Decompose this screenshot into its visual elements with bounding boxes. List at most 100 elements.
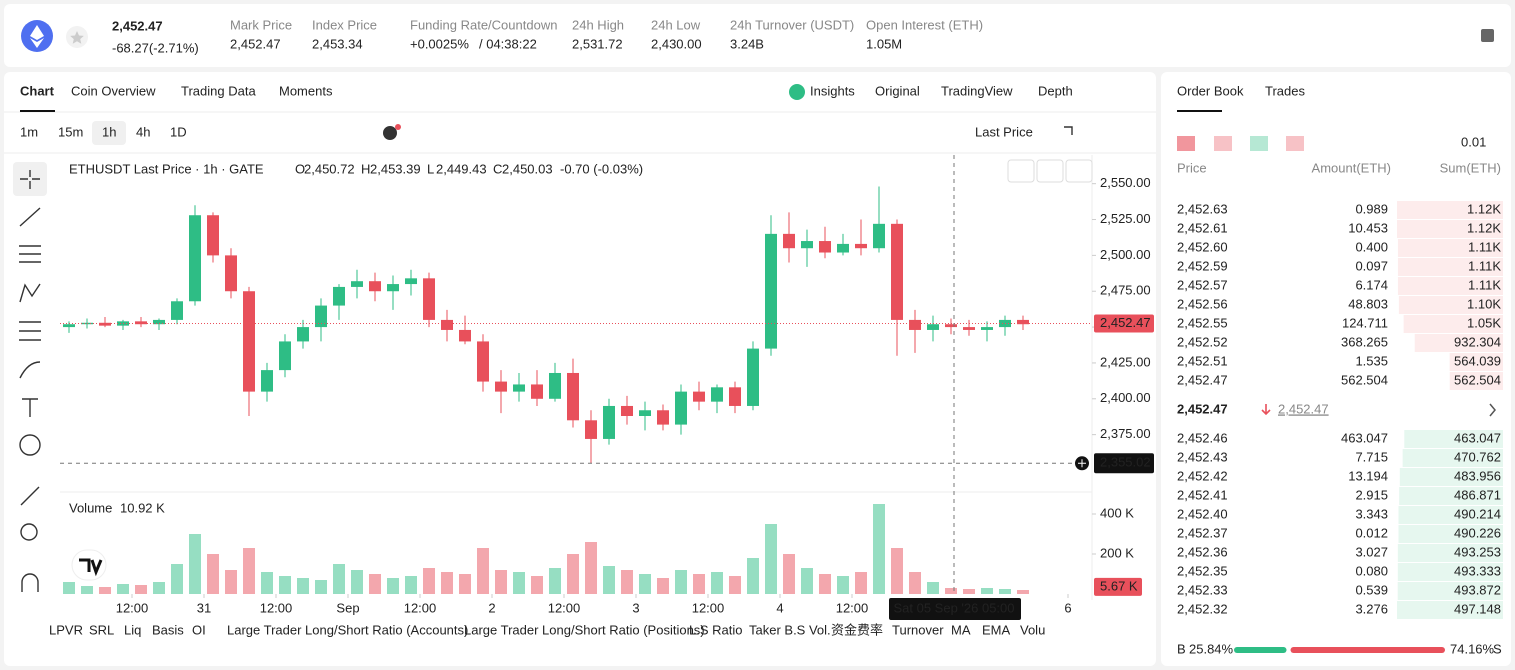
indicator-tab[interactable]: Liq (124, 622, 141, 637)
position-tool[interactable] (19, 321, 41, 341)
ohlc-value: 2,453.39 (370, 161, 421, 176)
price-type-select[interactable]: Last Price (975, 124, 1033, 139)
column-header: Price (1177, 160, 1207, 175)
volume-bar (639, 574, 651, 594)
volume-bar (675, 570, 687, 594)
view-tab[interactable]: Original (875, 83, 920, 98)
order-price: 2,452.36 (1177, 544, 1228, 559)
stat-value: 2,453.34 (312, 36, 363, 51)
precision-select[interactable]: 0.01 (1461, 134, 1486, 149)
indicator-tab[interactable]: Volu (1020, 622, 1045, 637)
indicator-tab[interactable]: Turnover (892, 622, 944, 637)
candle-body (423, 278, 435, 320)
volume-bar (585, 542, 597, 594)
stat-label: Open Interest (ETH) (866, 17, 983, 32)
indicator-tab[interactable]: EMA (982, 622, 1011, 637)
tab[interactable]: Coin Overview (71, 83, 156, 98)
book-mode[interactable] (1250, 136, 1268, 151)
volume-bar (81, 586, 93, 594)
crosshair-tool[interactable] (20, 170, 40, 189)
order-sum: 490.226 (1454, 525, 1501, 540)
scroll-down[interactable] (1007, 159, 1035, 183)
candle-body (243, 291, 255, 392)
y-tick-label: 2,475.00 (1100, 283, 1151, 298)
magnet-tool[interactable] (21, 573, 39, 592)
interval-selected (92, 121, 126, 145)
order-price: 2,452.32 (1177, 601, 1228, 616)
interval[interactable]: 15m (58, 124, 83, 139)
orderbook-tab[interactable]: Order Book (1177, 83, 1244, 98)
collapse[interactable] (1036, 159, 1064, 183)
candle-body (513, 384, 525, 392)
depth-bar (1399, 468, 1503, 486)
volume-bar (801, 568, 813, 594)
tab[interactable]: Trading Data (181, 83, 256, 98)
interval[interactable]: 1h (102, 124, 116, 139)
indicator-tab[interactable]: L.S Ratio (689, 622, 742, 637)
order-price: 2,452.52 (1177, 334, 1228, 349)
indicator-tab[interactable]: OI (192, 622, 206, 637)
volume-bar (171, 564, 183, 594)
emoji-tool[interactable] (19, 434, 41, 456)
depth-bar (1397, 544, 1503, 562)
book-mode[interactable] (1214, 136, 1232, 151)
crosshair-time-label: Sat 05 Sep '26 05:00 (893, 600, 1014, 615)
order-amount: 0.012 (1355, 525, 1388, 540)
add-indicator[interactable] (383, 126, 397, 140)
view-tab[interactable]: Depth (1038, 83, 1073, 98)
fib-tool[interactable] (19, 245, 41, 263)
order-sum: 486.871 (1454, 487, 1501, 502)
zoom-tool[interactable] (20, 523, 38, 541)
indicator-tab[interactable]: 资金费率 (831, 622, 883, 637)
indicator-tab[interactable]: Large Trader Long/Short Ratio (Accounts) (227, 622, 468, 637)
indicator-tab[interactable]: Large Trader Long/Short Ratio (Positions… (464, 622, 705, 637)
candle-body (945, 324, 957, 328)
tab[interactable]: Moments (279, 83, 333, 98)
ohlc-key: H (361, 161, 370, 176)
volume-bar (315, 580, 327, 594)
text-tool[interactable] (22, 398, 38, 417)
book-mode[interactable] (1177, 136, 1195, 151)
candle-body (225, 255, 237, 292)
y-tick-label: 2,550.00 (1100, 175, 1151, 190)
interval[interactable]: 1m (20, 124, 38, 139)
ruler-tool[interactable] (20, 486, 40, 506)
interval[interactable]: 4h (136, 124, 150, 139)
indicator-tab[interactable]: Basis (152, 622, 184, 637)
stat-value: 2,531.72 (572, 36, 623, 51)
line-tool[interactable] (19, 207, 41, 227)
tab[interactable]: Chart (20, 83, 55, 98)
depth-bar (1397, 220, 1503, 238)
tool-selected (13, 162, 47, 196)
maximize[interactable] (1065, 159, 1093, 183)
indicator-tab[interactable]: LPVR (49, 622, 83, 637)
depth-bar (1397, 239, 1503, 257)
order-price: 2,452.35 (1177, 563, 1228, 578)
pattern-tool[interactable] (19, 283, 41, 303)
book-mode[interactable] (1286, 136, 1304, 151)
depth-bar (1449, 372, 1503, 390)
stat-value: +0.0025% (410, 36, 469, 51)
tv-glyph (79, 558, 103, 577)
candle-body (675, 391, 687, 425)
x-tick-label: 12:00 (404, 600, 437, 615)
ohlc-key: L (427, 161, 434, 176)
interval[interactable]: 1D (170, 124, 187, 139)
brush-tool[interactable] (19, 361, 41, 379)
chevron[interactable] (1489, 403, 1496, 417)
search[interactable] (1064, 126, 1073, 135)
order-sum: 470.762 (1454, 449, 1501, 464)
candle-body (315, 305, 327, 328)
x-tick-label: 3 (632, 600, 639, 615)
volume-bar (117, 584, 129, 594)
view-tab[interactable]: TradingView (941, 83, 1013, 98)
indicator-tab[interactable]: SRL (89, 622, 114, 637)
volume-bar (909, 572, 921, 594)
indicator-tab[interactable]: MA (951, 622, 971, 637)
book-icon[interactable] (1481, 29, 1494, 42)
indicator-tab[interactable]: Taker B.S Vol. (749, 622, 831, 637)
price-change: -68.27(-2.71%) (112, 40, 199, 55)
trades-tab[interactable]: Trades (1265, 83, 1305, 98)
view-tab[interactable]: Insights (810, 83, 855, 98)
order-price: 2,452.61 (1177, 220, 1228, 235)
